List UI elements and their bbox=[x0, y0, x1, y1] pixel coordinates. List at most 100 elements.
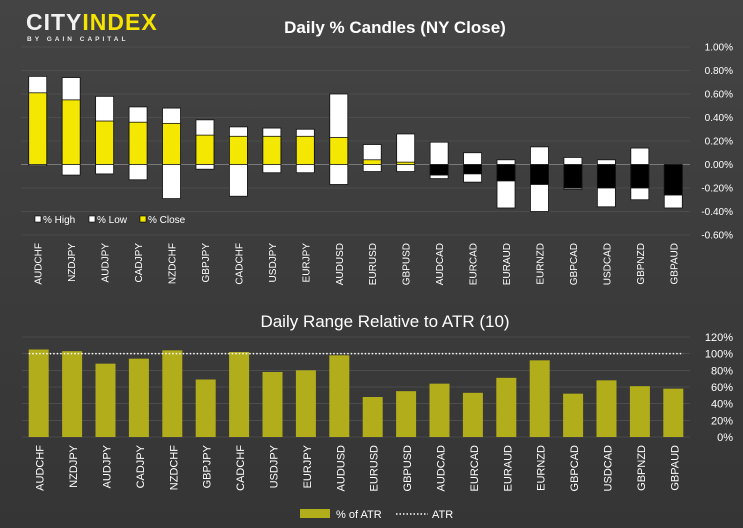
atr-bar-cadchf bbox=[229, 352, 250, 437]
candle-close-gbpusd bbox=[396, 161, 416, 165]
atr-bar-nzdchf bbox=[162, 350, 183, 437]
legend-low-swatch bbox=[88, 215, 96, 223]
candle-close-audjpy bbox=[95, 120, 115, 165]
candle-close-cadchf bbox=[229, 135, 248, 165]
atr-ytick-label: 60% bbox=[711, 382, 733, 394]
atr-xtick-label: AUDJPY bbox=[102, 444, 114, 488]
atr-bar-gbpnzd bbox=[629, 386, 650, 437]
candles-ytick-label: -0.60% bbox=[701, 231, 733, 242]
candles-xtick-label: GBPAUD bbox=[669, 243, 680, 285]
atr-bar-gbpcad bbox=[563, 393, 584, 437]
atr-xtick-label: EURJPY bbox=[302, 444, 314, 488]
atr-bar-audjpy bbox=[95, 363, 116, 437]
atr-chart-title: Daily Range Relative to ATR (10) bbox=[260, 312, 509, 331]
atr-xtick-label: USDCAD bbox=[603, 445, 615, 492]
atr-bar-gbpjpy bbox=[195, 379, 216, 437]
atr-bar-nzdjpy bbox=[62, 351, 83, 437]
atr-xtick-label: EURCAD bbox=[469, 445, 481, 492]
atr-xtick-label: USDJPY bbox=[269, 444, 281, 488]
candle-close-eurjpy bbox=[295, 135, 315, 165]
atr-bar-gbpaud bbox=[663, 388, 684, 437]
atr-ytick-label: 120% bbox=[705, 332, 733, 344]
candle-close-audcad bbox=[429, 164, 449, 176]
legend-atr-line-label: ATR bbox=[432, 509, 453, 521]
atr-bar-eurnzd bbox=[529, 360, 550, 437]
candles-ytick-label: 0.80% bbox=[705, 66, 733, 77]
candle-range-eurusd bbox=[362, 144, 382, 172]
candle-close-gbpcad bbox=[563, 164, 583, 189]
candles-xtick-label: NZDCHF bbox=[168, 243, 179, 284]
atr-xtick-label: AUDCAD bbox=[436, 445, 448, 492]
candle-range-gbpusd bbox=[396, 133, 416, 172]
candle-close-eurcad bbox=[463, 164, 482, 175]
brand-logo: CITYINDEX BY GAIN CAPITAL bbox=[20, 7, 170, 47]
atr-ytick-label: 0% bbox=[717, 432, 733, 444]
legend-atr-bar-label: % of ATR bbox=[336, 509, 382, 521]
legend-high-swatch bbox=[34, 215, 42, 223]
candles-xtick-label: EURCAD bbox=[469, 243, 480, 285]
atr-xtick-label: CADJPY bbox=[135, 444, 147, 488]
atr-xtick-label: EURUSD bbox=[369, 445, 381, 492]
candles-ytick-label: 0.20% bbox=[705, 137, 733, 148]
candle-close-usdjpy bbox=[262, 135, 282, 165]
candles-ytick-label: 1.00% bbox=[705, 43, 733, 54]
atr-xtick-label: AUDUSD bbox=[335, 445, 347, 492]
candle-close-audusd bbox=[329, 137, 349, 165]
atr-ytick-label: 80% bbox=[711, 365, 733, 377]
candles-xtick-label: NZDJPY bbox=[67, 243, 78, 282]
candles-ytick-label: 0.00% bbox=[705, 160, 733, 171]
candles-plot: 1.00% 0.80% 0.60% 0.40% 0.20% 0.00% -0.20% -0.4… bbox=[21, 43, 733, 285]
atr-xtick-label: EURAUD bbox=[502, 445, 514, 492]
logo-tagline: BY GAIN CAPITAL bbox=[27, 36, 129, 43]
atr-ytick-label: 100% bbox=[705, 349, 733, 361]
atr-bar-eurusd bbox=[362, 397, 383, 437]
atr-xtick-label: GBPCAD bbox=[569, 445, 581, 492]
legend-close-swatch bbox=[139, 215, 147, 223]
candles-xtick-label: AUDCHF bbox=[34, 243, 45, 285]
candles-xtick-label: AUDCAD bbox=[435, 243, 446, 285]
atr-bar-audchf bbox=[28, 349, 49, 437]
atr-plot: 120% 100% 80% 60% 40% 20% 0% AUDCHF NZDJPY AUDJPY… bbox=[22, 332, 733, 491]
atr-xtick-label: AUDCHF bbox=[35, 445, 47, 491]
candles-xtick-label: EURNZD bbox=[535, 243, 546, 285]
candles-xtick-label: AUDJPY bbox=[101, 243, 112, 283]
atr-bar-gbpusd bbox=[396, 391, 417, 437]
atr-bar-usdjpy bbox=[262, 372, 283, 437]
candle-close-eurusd bbox=[362, 159, 382, 165]
candle-close-cadjpy bbox=[128, 121, 148, 165]
candles-xtick-label: GBPJPY bbox=[201, 243, 212, 283]
atr-bar-eurcad bbox=[462, 392, 483, 437]
legend-low-label: % Low bbox=[97, 215, 128, 226]
candles-xtick-label: GBPUSD bbox=[402, 243, 413, 285]
atr-xtick-label: GBPJPY bbox=[202, 444, 214, 488]
candles-xtick-label: EURUSD bbox=[368, 243, 379, 285]
candle-close-nzdchf bbox=[162, 122, 181, 165]
logo-wordmark: CITYINDEX bbox=[26, 9, 158, 36]
candle-close-usdcad bbox=[596, 164, 616, 189]
atr-bar-audusd bbox=[329, 355, 350, 437]
candles-ytick-label: 0.40% bbox=[705, 113, 733, 124]
legend-close-label: % Close bbox=[148, 215, 186, 226]
candles-xtick-label: AUDUSD bbox=[335, 243, 346, 285]
candles-xtick-label: USDCAD bbox=[602, 243, 613, 285]
atr-xtick-label: GBPNZD bbox=[636, 445, 648, 491]
atr-xtick-label: EURNZD bbox=[536, 445, 548, 491]
candles-chart-title: Daily % Candles (NY Close) bbox=[284, 18, 506, 37]
atr-bar-euraud bbox=[496, 377, 517, 437]
atr-bar-cadjpy bbox=[128, 358, 149, 437]
candles-xtick-label: CADJPY bbox=[134, 243, 145, 283]
atr-ytick-label: 20% bbox=[711, 415, 733, 427]
candles-xtick-label: USDJPY bbox=[268, 243, 279, 283]
candle-close-eurnzd bbox=[530, 164, 549, 185]
candles-xtick-label: GBPNZD bbox=[636, 243, 647, 285]
candles-xtick-label: EURAUD bbox=[502, 243, 513, 285]
atr-bar-audcad bbox=[429, 383, 450, 437]
atr-xtick-label: GBPUSD bbox=[402, 445, 414, 492]
logo-city: CITY bbox=[26, 9, 83, 35]
candle-close-gbpjpy bbox=[195, 134, 215, 165]
candles-xtick-label: EURJPY bbox=[301, 243, 312, 283]
legend-atr-bar-swatch bbox=[300, 509, 330, 518]
atr-xtick-label: GBPAUD bbox=[669, 445, 681, 491]
candles-ytick-label: -0.40% bbox=[701, 207, 733, 218]
